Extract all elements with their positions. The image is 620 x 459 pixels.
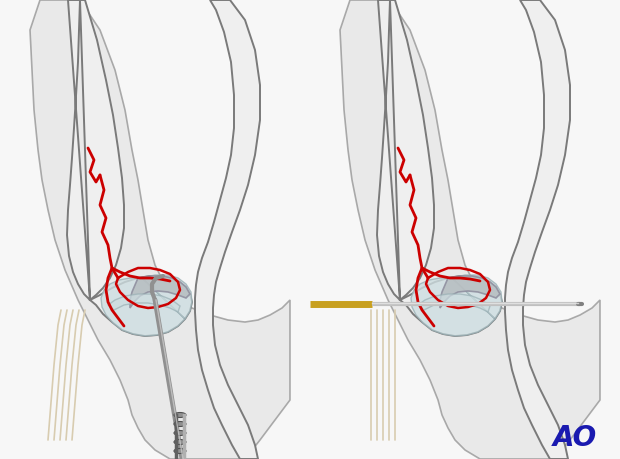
Polygon shape xyxy=(400,276,502,336)
Ellipse shape xyxy=(174,431,186,436)
Ellipse shape xyxy=(174,413,186,418)
Polygon shape xyxy=(30,0,290,459)
Text: AO: AO xyxy=(553,424,597,452)
Polygon shape xyxy=(440,276,500,308)
Polygon shape xyxy=(101,275,192,336)
Polygon shape xyxy=(411,275,502,336)
Polygon shape xyxy=(130,276,190,308)
Polygon shape xyxy=(195,0,260,459)
Ellipse shape xyxy=(174,440,186,444)
Polygon shape xyxy=(377,0,434,300)
Polygon shape xyxy=(418,294,490,312)
Polygon shape xyxy=(90,276,192,336)
Polygon shape xyxy=(67,0,124,300)
Ellipse shape xyxy=(174,421,186,426)
Polygon shape xyxy=(505,0,570,459)
Ellipse shape xyxy=(174,448,186,453)
Polygon shape xyxy=(340,0,600,459)
Polygon shape xyxy=(108,294,180,312)
